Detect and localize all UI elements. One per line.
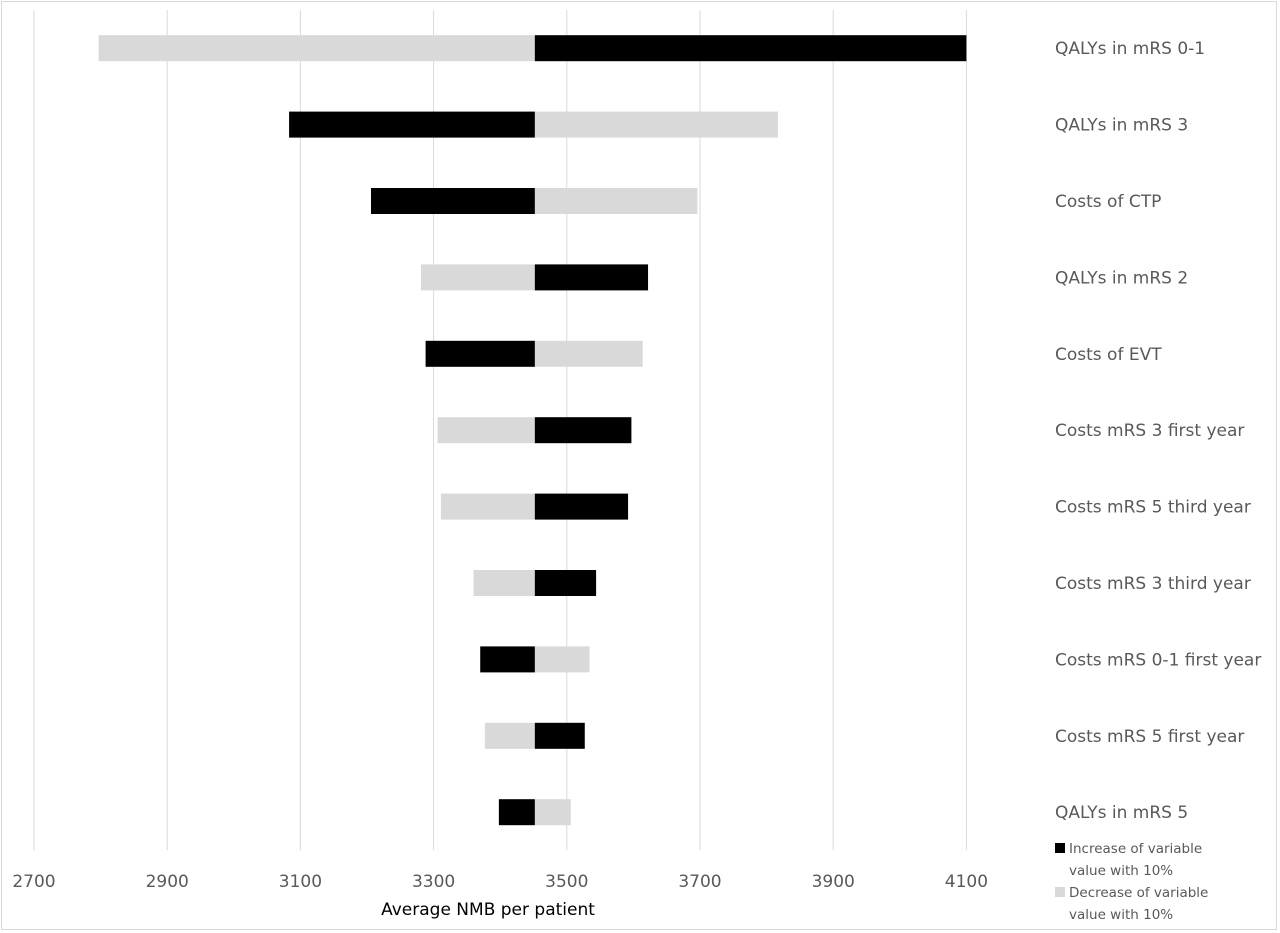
bar-increase-6	[534, 493, 629, 520]
legend-swatch-1	[1055, 887, 1065, 897]
legend-label-line2: value with 10%	[1069, 863, 1173, 879]
category-label: QALYs in mRS 3	[1055, 116, 1188, 136]
bar-decrease-10	[534, 799, 571, 826]
legend-label-line1: Decrease of variable	[1069, 885, 1208, 901]
bar-decrease-0	[98, 35, 535, 62]
bar-decrease-9	[484, 722, 535, 749]
x-tick-label: 2700	[12, 872, 55, 892]
x-tick-label: 2900	[146, 872, 189, 892]
bar-increase-1	[289, 111, 535, 138]
category-label: QALYs in mRS 2	[1055, 268, 1188, 288]
category-label: Costs of CTP	[1055, 192, 1161, 212]
bar-increase-0	[534, 35, 967, 62]
category-labels: QALYs in mRS 0-1 QALYs in mRS 3 Costs of C…	[1055, 39, 1261, 823]
bar-increase-9	[534, 722, 585, 749]
category-label: Costs mRS 5 first year	[1055, 727, 1244, 747]
bar-decrease-7	[473, 570, 535, 596]
legend: Increase of variable value with 10% Decrea…	[1055, 841, 1208, 923]
legend-label-line2: value with 10%	[1069, 907, 1173, 923]
bar-decrease-6	[440, 493, 535, 520]
x-tick-label: 3300	[412, 872, 455, 892]
bar-decrease-5	[437, 417, 535, 444]
x-axis-title: Average NMB per patient	[381, 900, 595, 920]
bar-decrease-1	[534, 111, 778, 138]
bar-increase-4	[425, 340, 535, 367]
category-label: QALYs in mRS 0-1	[1055, 39, 1205, 59]
category-label: Costs of EVT	[1055, 345, 1162, 365]
x-tick-label: 3700	[678, 872, 721, 892]
bar-decrease-8	[534, 646, 590, 673]
x-tick-label: 4100	[945, 872, 988, 892]
bar-increase-2	[370, 188, 535, 214]
category-label: QALYs in mRS 5	[1055, 803, 1188, 823]
x-tick-label: 3100	[279, 872, 322, 892]
category-label: Costs mRS 0-1 first year	[1055, 650, 1261, 670]
bar-decrease-4	[534, 340, 643, 367]
x-tick-label: 3900	[812, 872, 855, 892]
category-label: Costs mRS 3 first year	[1055, 421, 1244, 441]
category-label: Costs mRS 3 third year	[1055, 574, 1251, 594]
bar-increase-5	[534, 417, 632, 444]
bar-decrease-3	[420, 264, 535, 291]
bar-increase-7	[534, 570, 597, 596]
bar-decrease-2	[534, 188, 698, 214]
legend-swatch-0	[1055, 843, 1065, 853]
legend-label-line1: Increase of variable	[1069, 841, 1202, 857]
x-tick-labels: 2700 2900 3100 3300 3500 3700 3900 4100	[12, 872, 988, 892]
category-label: Costs mRS 5 third year	[1055, 498, 1251, 518]
x-tick-label: 3500	[545, 872, 588, 892]
bar-increase-10	[498, 799, 535, 826]
bar-increase-3	[534, 264, 649, 291]
bar-increase-8	[480, 646, 535, 673]
bars	[98, 35, 967, 826]
